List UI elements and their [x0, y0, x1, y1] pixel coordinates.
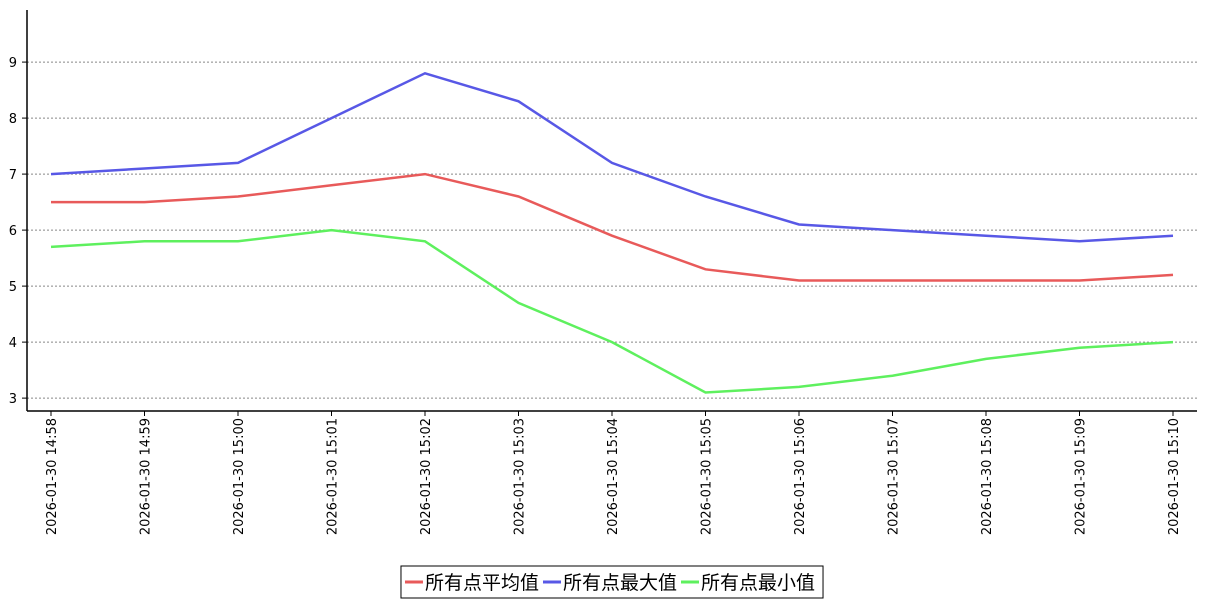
y-tick-label: 9 — [9, 56, 17, 71]
x-tick-label: 2026-01-30 15:10 — [1167, 418, 1182, 535]
y-tick-label: 4 — [9, 336, 17, 351]
x-tick-label: 2026-01-30 15:03 — [513, 418, 528, 535]
x-tick-label: 2026-01-30 15:05 — [700, 418, 715, 535]
series-line — [50, 71, 1174, 243]
y-tick-label: 5 — [9, 280, 17, 295]
x-tick-label: 2026-01-30 15:07 — [887, 418, 902, 535]
legend-label: 所有点平均值 — [425, 572, 539, 594]
x-tick-label: 2026-01-30 15:01 — [326, 418, 341, 535]
y-tick-label: 3 — [9, 392, 17, 407]
x-tick-label: 2026-01-30 15:06 — [793, 418, 808, 535]
series-line — [50, 228, 1174, 394]
x-tick-label: 2026-01-30 14:59 — [139, 418, 154, 535]
x-tick-label: 2026-01-30 15:09 — [1074, 418, 1089, 535]
x-tick-label: 2026-01-30 15:00 — [232, 418, 247, 535]
x-tick-label: 2026-01-30 15:02 — [419, 418, 434, 535]
legend: 所有点平均值 所有点最大值 所有点最小值 — [400, 565, 824, 599]
y-tick-label: 6 — [9, 224, 17, 239]
y-tick-label: 7 — [9, 168, 17, 183]
x-tick-label: 2026-01-30 15:08 — [980, 418, 995, 535]
series-line — [51, 172, 1174, 282]
x-tick-label: 2026-01-30 15:04 — [606, 418, 621, 535]
y-tick-label: 8 — [9, 112, 17, 127]
legend-label: 所有点最大值 — [563, 572, 677, 594]
legend-box — [400, 565, 824, 599]
legend-label: 所有点最小值 — [701, 572, 815, 594]
x-tick-label: 2026-01-30 14:58 — [45, 418, 60, 535]
